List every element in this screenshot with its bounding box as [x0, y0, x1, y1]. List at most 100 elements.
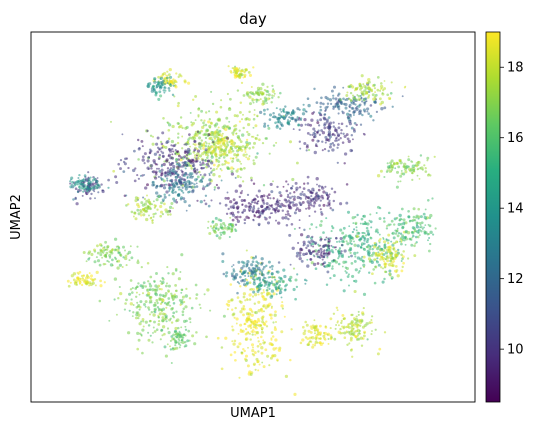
- data-point: [164, 174, 167, 177]
- data-point: [233, 153, 237, 157]
- data-point: [161, 309, 164, 312]
- data-point: [178, 185, 181, 189]
- data-point: [286, 195, 290, 199]
- data-point: [187, 158, 191, 162]
- data-point: [143, 303, 146, 306]
- data-point: [232, 204, 235, 207]
- data-point: [353, 228, 356, 231]
- data-point: [219, 223, 223, 226]
- data-point: [87, 171, 90, 174]
- data-point: [375, 252, 377, 255]
- data-point: [383, 220, 386, 223]
- data-point: [214, 223, 218, 227]
- data-point: [303, 117, 307, 122]
- data-point: [339, 228, 343, 232]
- data-point: [181, 147, 184, 150]
- data-point: [413, 230, 416, 233]
- data-point: [257, 300, 261, 304]
- data-point: [303, 182, 306, 185]
- data-point: [291, 195, 294, 198]
- data-point: [327, 149, 330, 153]
- data-point: [280, 116, 283, 119]
- data-point: [253, 320, 257, 323]
- data-point: [198, 154, 203, 158]
- data-point: [162, 89, 165, 92]
- data-point: [251, 270, 254, 273]
- data-point: [287, 199, 291, 203]
- data-point: [329, 327, 332, 330]
- data-point: [254, 333, 257, 336]
- data-point: [411, 178, 414, 182]
- data-point: [149, 334, 152, 337]
- data-point: [153, 206, 156, 209]
- data-point: [161, 280, 165, 285]
- data-point: [275, 107, 278, 110]
- data-point: [362, 231, 365, 234]
- data-point: [188, 297, 192, 300]
- data-point: [424, 230, 428, 235]
- data-point: [347, 139, 351, 144]
- data-point: [176, 333, 180, 337]
- data-point: [288, 116, 291, 119]
- data-point: [335, 137, 338, 140]
- data-point: [313, 130, 317, 133]
- data-point: [306, 337, 310, 341]
- data-point: [174, 326, 178, 331]
- data-point: [247, 201, 251, 205]
- data-point: [240, 81, 244, 85]
- data-point: [82, 185, 85, 188]
- data-point: [270, 280, 273, 283]
- data-point: [309, 252, 313, 256]
- data-point: [288, 140, 293, 144]
- data-point: [369, 236, 372, 239]
- data-point: [173, 347, 177, 351]
- data-point: [257, 262, 260, 265]
- data-point: [263, 276, 266, 279]
- data-point: [371, 93, 375, 97]
- data-point: [196, 130, 200, 133]
- data-point: [151, 170, 154, 173]
- data-point: [428, 216, 432, 220]
- data-point: [183, 143, 186, 146]
- data-point: [206, 159, 210, 163]
- data-point: [67, 284, 71, 288]
- data-point: [136, 208, 140, 212]
- cluster-points: [221, 252, 278, 295]
- data-point: [319, 337, 322, 340]
- data-point: [240, 260, 244, 264]
- data-point: [219, 144, 223, 148]
- data-point: [152, 331, 154, 334]
- data-point: [185, 157, 188, 160]
- data-point: [155, 167, 159, 170]
- data-point: [327, 264, 331, 268]
- data-point: [161, 334, 164, 337]
- data-point: [219, 219, 223, 222]
- data-point: [290, 328, 293, 331]
- data-point: [172, 167, 176, 171]
- data-point: [171, 347, 174, 350]
- data-point: [311, 345, 315, 349]
- data-point: [142, 196, 145, 199]
- data-point: [183, 333, 186, 336]
- data-point: [260, 330, 264, 334]
- data-point: [271, 282, 274, 285]
- data-point: [380, 266, 383, 269]
- data-point: [315, 226, 318, 229]
- data-point: [287, 183, 290, 186]
- data-point: [412, 207, 416, 211]
- data-point: [165, 183, 168, 186]
- data-point: [260, 326, 264, 330]
- data-point: [195, 293, 199, 296]
- data-point: [176, 165, 180, 169]
- data-point: [392, 162, 396, 166]
- data-point: [195, 157, 198, 160]
- data-point: [420, 166, 424, 170]
- data-point: [429, 230, 433, 234]
- data-point: [411, 219, 414, 223]
- cluster-points: [339, 74, 407, 106]
- data-point: [348, 284, 350, 287]
- data-point: [314, 332, 316, 335]
- data-point: [291, 246, 295, 250]
- data-point: [155, 272, 158, 275]
- data-point: [253, 330, 257, 333]
